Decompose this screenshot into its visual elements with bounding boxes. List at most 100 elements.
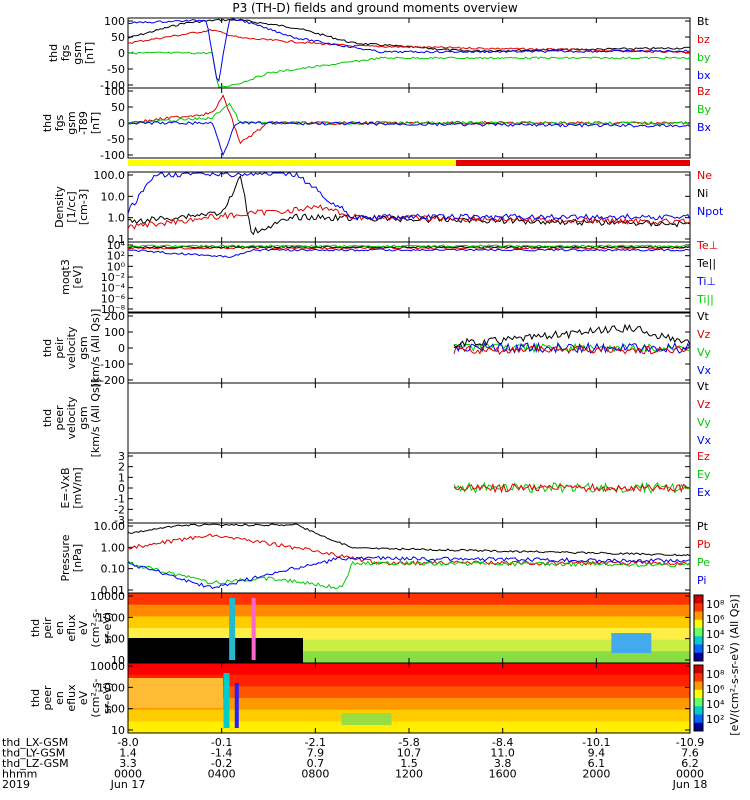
- y-axis-label: gsm: [71, 41, 84, 64]
- colorbar-label: [eV/(cm²-s-sr-eV) (All Qs)]: [728, 594, 741, 735]
- y-tick-label: 1000: [97, 611, 125, 624]
- legend-te: Te||: [696, 257, 716, 270]
- y-tick-label: 10⁻²: [101, 271, 125, 284]
- spectrogram-green-patch: [341, 713, 392, 725]
- spectrogram-dark-region: [128, 638, 303, 663]
- x-row-label: 2019: [2, 778, 30, 791]
- series-pi: [127, 555, 691, 590]
- series-by-t89: [127, 102, 691, 126]
- panel-8: 10.00 1.00 0.10 0.01 Pressure [nPa] Pt Pb Pe Pi: [59, 520, 711, 597]
- y-axis-label: en: [53, 621, 66, 635]
- y-tick-label: 0.01: [101, 584, 126, 597]
- spectrogram-band: [128, 686, 690, 699]
- panel-frame: [127, 171, 691, 243]
- y-tick-label: 100.0: [94, 169, 126, 182]
- x-value-lz: 6.1: [588, 757, 606, 770]
- series-ez: [453, 482, 691, 494]
- y-tick-label: 10: [111, 724, 125, 737]
- x-value-ly: 11.0: [490, 747, 515, 760]
- y-axis-label: [eV]: [71, 266, 84, 289]
- x-row-label: hhmm: [2, 768, 37, 781]
- y-tick-label: 1.00: [101, 541, 126, 554]
- spectrogram-band: [128, 628, 690, 641]
- y-axis-label: eflux: [65, 684, 78, 712]
- series-ti-perp: [127, 248, 691, 259]
- legend-vt: Vt: [697, 380, 710, 393]
- y-axis-label: velocity: [65, 396, 78, 439]
- legend-ex: Ex: [697, 486, 711, 499]
- y-tick-label: 0: [118, 117, 125, 130]
- series-bz: [127, 28, 691, 54]
- y-tick-label: 10⁰: [107, 260, 126, 273]
- y-tick-label: 1: [118, 471, 125, 484]
- panel-frame: [127, 522, 691, 594]
- spectrogram-cyan-stripe: [223, 673, 230, 728]
- series-ne: [127, 204, 691, 230]
- y-axis-label: [nT]: [89, 112, 102, 134]
- series-ey: [453, 481, 691, 494]
- y-axis-label: [mV/m]: [71, 467, 84, 508]
- legend-bz: bz: [697, 33, 710, 46]
- y-axis-label: fgs: [59, 44, 72, 61]
- colorbar-segment: [694, 706, 703, 715]
- y-tick-label: 10⁻⁸: [101, 303, 126, 316]
- legend-ti: Ti||: [696, 293, 714, 306]
- legend-ti: Ti⊥: [696, 275, 716, 288]
- legend-ey: Ey: [697, 468, 711, 481]
- y-axis-label: fgs: [53, 114, 66, 131]
- y-tick-label: 100: [104, 85, 125, 98]
- y-tick-label: 100: [104, 326, 125, 339]
- y-axis-label: [1/cc]: [65, 191, 78, 222]
- series-bx: [127, 18, 691, 83]
- y-axis-label: thd: [29, 619, 42, 637]
- y-tick-label: 3: [118, 450, 125, 463]
- legend-pb: Pb: [697, 538, 711, 551]
- y-axis-label: [nT]: [83, 42, 96, 64]
- plot-title: P3 (TH-D) fields and ground moments over…: [232, 1, 517, 15]
- series-npot: [127, 171, 691, 221]
- y-tick-label: 200: [104, 310, 125, 323]
- x-value-hhmm: 1200: [395, 768, 423, 781]
- y-axis-label: peer: [41, 685, 54, 711]
- spectrogram-magenta-stripe: [251, 598, 256, 660]
- y-axis-label: -T89: [77, 111, 90, 135]
- y-axis-label: Pressure: [59, 534, 72, 581]
- y-tick-label: -50: [107, 63, 125, 76]
- legend-pt: Pt: [697, 520, 709, 533]
- x-row-label: thd_LX-GSM: [2, 736, 68, 749]
- y-tick-label: 10⁻⁶: [101, 292, 126, 305]
- y-tick-label: 2: [118, 461, 125, 474]
- series-pt: [127, 523, 691, 557]
- spectrogram-blue-patch: [611, 633, 652, 653]
- y-tick-label: 10²: [107, 250, 125, 263]
- status-bar-red: [456, 160, 690, 166]
- y-tick-label: -3: [114, 514, 125, 527]
- panel-frame: [127, 382, 691, 454]
- y-axis-label: [cm-3]: [77, 189, 90, 225]
- legend-vy: Vy: [697, 416, 711, 429]
- colorbar-segment: [694, 722, 703, 732]
- colorbar-frame: [693, 664, 704, 732]
- colorbar-segment: [694, 698, 703, 707]
- colorbar-segment: [694, 603, 703, 612]
- x-value-hhmm: 0000: [114, 768, 142, 781]
- colorbar-segment: [694, 628, 703, 637]
- legend-ez: Ez: [697, 450, 710, 463]
- y-tick-label: 1.0: [108, 212, 126, 225]
- series-pe: [127, 560, 691, 590]
- colorbar-segment: [694, 619, 703, 629]
- spectrogram-orange-patch: [128, 678, 223, 708]
- y-tick-label: 10000: [90, 660, 125, 673]
- legend-vx: Vx: [697, 364, 712, 377]
- legend-npot: Npot: [697, 205, 724, 218]
- y-tick-label: -2: [114, 503, 125, 516]
- series-vz: [453, 345, 691, 355]
- y-axis-label: eflux: [65, 614, 78, 642]
- y-axis-label: eV: [77, 620, 90, 635]
- y-tick-label: 0.10: [101, 563, 126, 576]
- panel-5: 200 100 0 -100 -200 thd peir velocity gsm [km/s (…: [41, 309, 712, 388]
- x-value-hhmm: 1600: [489, 768, 517, 781]
- y-tick-label: 50: [111, 31, 125, 44]
- series-by: [127, 51, 691, 88]
